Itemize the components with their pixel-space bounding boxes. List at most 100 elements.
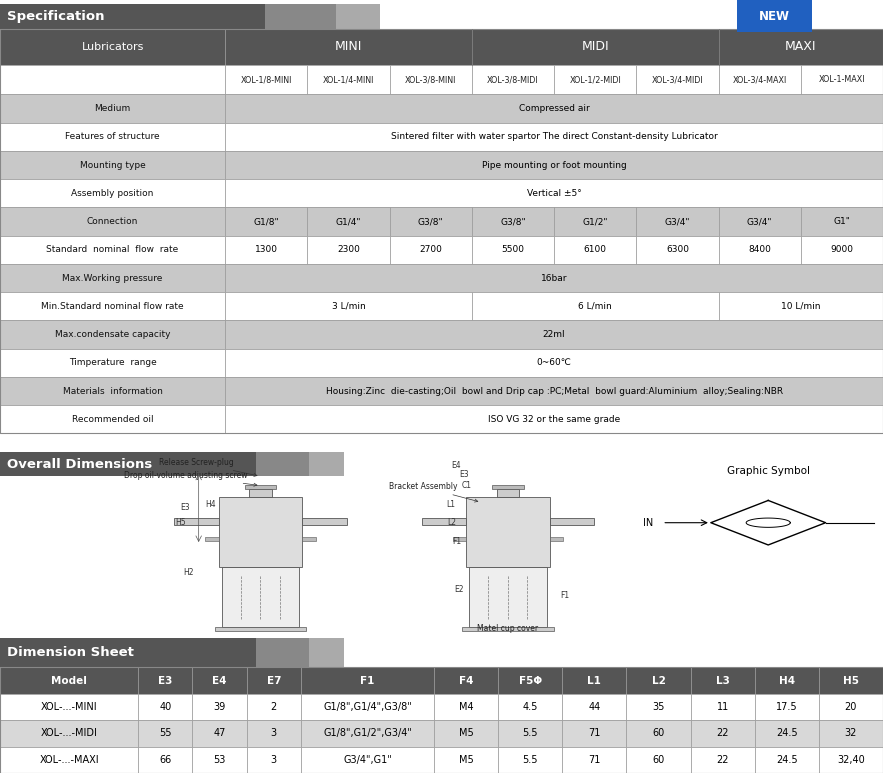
Text: G1/8",G1/4",G3/8": G1/8",G1/4",G3/8" [323, 702, 411, 712]
FancyBboxPatch shape [691, 747, 755, 773]
FancyBboxPatch shape [246, 694, 301, 720]
Text: 5.5: 5.5 [523, 728, 538, 738]
FancyBboxPatch shape [192, 747, 246, 773]
Text: F4: F4 [459, 676, 473, 686]
FancyBboxPatch shape [562, 694, 626, 720]
FancyBboxPatch shape [719, 236, 801, 264]
Text: L1: L1 [446, 499, 455, 509]
FancyBboxPatch shape [225, 94, 883, 123]
Text: H5: H5 [843, 676, 859, 686]
FancyBboxPatch shape [307, 236, 389, 264]
FancyBboxPatch shape [336, 4, 380, 29]
Text: MINI: MINI [335, 40, 362, 53]
Text: 8400: 8400 [748, 245, 771, 254]
Text: E3: E3 [181, 503, 190, 512]
Text: G1/4": G1/4" [336, 217, 361, 226]
Text: Dimension Sheet: Dimension Sheet [7, 646, 134, 659]
Text: G1/2": G1/2" [583, 217, 608, 226]
Text: G3/4",G1": G3/4",G1" [343, 754, 392, 764]
Text: 6100: 6100 [584, 245, 607, 254]
Text: MIDI: MIDI [581, 40, 609, 53]
FancyBboxPatch shape [0, 452, 256, 476]
FancyBboxPatch shape [637, 65, 719, 94]
Text: 2700: 2700 [419, 245, 442, 254]
FancyBboxPatch shape [626, 668, 691, 694]
FancyBboxPatch shape [691, 720, 755, 747]
FancyBboxPatch shape [0, 349, 225, 377]
FancyBboxPatch shape [138, 668, 192, 694]
FancyBboxPatch shape [555, 65, 637, 94]
Text: XOL-1/4-MINI: XOL-1/4-MINI [323, 75, 374, 84]
FancyBboxPatch shape [225, 123, 883, 151]
Text: C1: C1 [462, 481, 472, 490]
FancyBboxPatch shape [466, 497, 549, 567]
FancyBboxPatch shape [472, 29, 719, 65]
FancyBboxPatch shape [0, 94, 225, 123]
Text: F1: F1 [561, 591, 570, 600]
Text: 24.5: 24.5 [776, 754, 797, 764]
FancyBboxPatch shape [469, 567, 547, 627]
Text: XOL-3/8-MIDI: XOL-3/8-MIDI [487, 75, 539, 84]
Text: 11: 11 [716, 702, 728, 712]
FancyBboxPatch shape [222, 567, 299, 627]
Text: 71: 71 [588, 728, 600, 738]
FancyBboxPatch shape [307, 65, 389, 94]
Text: 17.5: 17.5 [776, 702, 797, 712]
FancyBboxPatch shape [225, 377, 883, 405]
FancyBboxPatch shape [0, 405, 225, 434]
FancyBboxPatch shape [737, 0, 812, 32]
FancyBboxPatch shape [138, 694, 192, 720]
FancyBboxPatch shape [496, 489, 519, 497]
FancyBboxPatch shape [246, 668, 301, 694]
FancyBboxPatch shape [755, 694, 819, 720]
Text: G1": G1" [834, 217, 850, 226]
Text: 71: 71 [588, 754, 600, 764]
Text: Max.Working pressure: Max.Working pressure [63, 274, 162, 282]
FancyBboxPatch shape [215, 627, 306, 631]
Text: 60: 60 [653, 728, 665, 738]
FancyBboxPatch shape [307, 207, 389, 236]
Text: 22: 22 [716, 728, 729, 738]
Text: F5Φ: F5Φ [518, 676, 542, 686]
FancyBboxPatch shape [225, 207, 307, 236]
Text: 3: 3 [271, 754, 277, 764]
Text: 32,40: 32,40 [837, 754, 864, 764]
FancyBboxPatch shape [192, 720, 246, 747]
FancyBboxPatch shape [0, 320, 225, 349]
Text: NEW: NEW [759, 10, 790, 22]
Text: XOL-1/8-MINI: XOL-1/8-MINI [240, 75, 292, 84]
FancyBboxPatch shape [719, 292, 883, 320]
Text: G3/4": G3/4" [747, 217, 773, 226]
FancyBboxPatch shape [246, 720, 301, 747]
FancyBboxPatch shape [225, 179, 883, 207]
FancyBboxPatch shape [0, 720, 138, 747]
Text: 1300: 1300 [255, 245, 278, 254]
FancyBboxPatch shape [819, 668, 883, 694]
Text: M5: M5 [459, 754, 473, 764]
FancyBboxPatch shape [472, 236, 555, 264]
FancyBboxPatch shape [819, 720, 883, 747]
Text: Min.Standard nominal flow rate: Min.Standard nominal flow rate [42, 301, 184, 311]
FancyBboxPatch shape [819, 694, 883, 720]
FancyBboxPatch shape [801, 236, 883, 264]
FancyBboxPatch shape [225, 405, 883, 434]
FancyBboxPatch shape [225, 349, 883, 377]
Text: MAXI: MAXI [785, 40, 817, 53]
FancyBboxPatch shape [0, 747, 138, 773]
Text: 3: 3 [271, 728, 277, 738]
Text: Timperature  range: Timperature range [69, 358, 156, 367]
FancyBboxPatch shape [192, 668, 246, 694]
Text: 5500: 5500 [502, 245, 525, 254]
Text: G3/4": G3/4" [665, 217, 691, 226]
Text: 55: 55 [159, 728, 171, 738]
Text: Bracket Assembly: Bracket Assembly [389, 482, 478, 502]
Text: 66: 66 [159, 754, 171, 764]
FancyBboxPatch shape [0, 292, 225, 320]
Text: Pipe mounting or foot mounting: Pipe mounting or foot mounting [482, 161, 626, 169]
FancyBboxPatch shape [205, 536, 219, 541]
FancyBboxPatch shape [301, 747, 434, 773]
FancyBboxPatch shape [302, 518, 346, 525]
Text: E3: E3 [158, 676, 172, 686]
Text: IN: IN [643, 518, 653, 528]
FancyBboxPatch shape [562, 668, 626, 694]
